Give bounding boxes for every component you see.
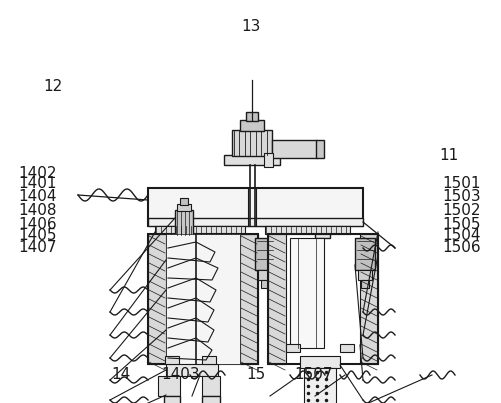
Bar bbox=[359, 234, 377, 364]
Bar bbox=[264, 153, 273, 167]
Bar bbox=[315, 140, 323, 158]
Bar bbox=[300, 356, 339, 368]
Bar bbox=[339, 344, 353, 352]
Bar bbox=[148, 218, 362, 226]
Bar bbox=[258, 270, 272, 280]
Bar bbox=[201, 356, 215, 364]
Text: 1407: 1407 bbox=[19, 240, 57, 256]
Text: 13: 13 bbox=[241, 19, 260, 34]
Bar bbox=[255, 238, 275, 270]
Text: 1405: 1405 bbox=[19, 228, 57, 243]
Bar bbox=[290, 238, 323, 348]
Text: 1504: 1504 bbox=[442, 228, 480, 243]
Text: 1403: 1403 bbox=[161, 367, 199, 382]
Bar bbox=[314, 226, 329, 238]
Bar bbox=[354, 238, 374, 270]
Bar bbox=[201, 376, 219, 396]
Bar bbox=[304, 368, 335, 403]
Bar bbox=[158, 376, 180, 396]
Text: 1502: 1502 bbox=[442, 203, 480, 218]
Bar bbox=[261, 280, 269, 288]
Bar bbox=[239, 120, 264, 131]
Text: 1402: 1402 bbox=[19, 166, 57, 181]
Bar bbox=[239, 234, 258, 364]
Bar bbox=[148, 234, 166, 364]
Text: 1404: 1404 bbox=[19, 189, 57, 204]
Bar bbox=[265, 226, 349, 234]
Bar bbox=[223, 155, 280, 165]
Bar bbox=[360, 280, 368, 288]
Bar bbox=[272, 140, 316, 158]
Bar bbox=[231, 130, 272, 156]
Bar bbox=[268, 234, 377, 364]
Bar bbox=[357, 270, 371, 280]
Text: 1507: 1507 bbox=[294, 367, 332, 382]
Text: 1505: 1505 bbox=[442, 216, 480, 232]
Text: 12: 12 bbox=[43, 79, 62, 94]
Bar bbox=[165, 356, 179, 364]
Text: 1503: 1503 bbox=[442, 189, 480, 204]
Text: 1401: 1401 bbox=[19, 176, 57, 191]
Text: 1506: 1506 bbox=[442, 240, 480, 256]
Bar bbox=[155, 226, 244, 234]
Bar bbox=[180, 198, 188, 205]
Bar bbox=[148, 234, 258, 364]
Polygon shape bbox=[164, 396, 180, 403]
Bar bbox=[268, 234, 286, 364]
Bar bbox=[245, 112, 258, 121]
Bar bbox=[175, 210, 192, 236]
Text: 1408: 1408 bbox=[19, 203, 57, 218]
Bar bbox=[166, 364, 217, 376]
Text: 14: 14 bbox=[111, 367, 130, 382]
Text: 1406: 1406 bbox=[19, 216, 57, 232]
Bar bbox=[148, 188, 362, 226]
Text: 1501: 1501 bbox=[442, 176, 480, 191]
Bar bbox=[166, 234, 239, 364]
Text: 11: 11 bbox=[439, 147, 458, 163]
Text: 15: 15 bbox=[246, 367, 265, 382]
Bar bbox=[286, 344, 300, 352]
Bar bbox=[177, 204, 190, 211]
Polygon shape bbox=[201, 396, 219, 403]
Bar bbox=[175, 226, 189, 238]
